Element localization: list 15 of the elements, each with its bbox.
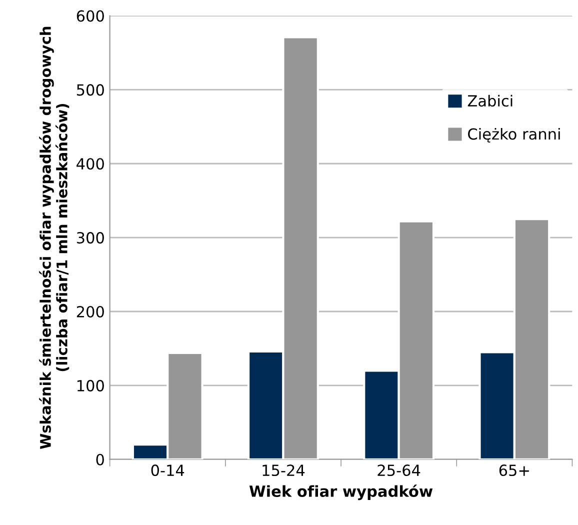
y-tick-label: 300 [76, 232, 104, 244]
x-tick-label: 25-64 [378, 464, 420, 476]
y-axis-title: Wskaźnik śmiertelności ofiar wypadków drogowych (liczba ofiar/1 mln mieszkańców) [39, 26, 70, 449]
x-axis-title: Wiek ofiar wypadków [249, 484, 433, 500]
legend-label: Ciężko ranni [468, 128, 560, 142]
x-tick-label: 0-14 [151, 464, 184, 476]
y-tick-label: 100 [77, 380, 104, 392]
y-tick-label: 400 [76, 158, 104, 170]
y-tick-label: 200 [76, 306, 104, 318]
x-tick-label: 65+ [499, 464, 529, 476]
y-tick-label: 0 [96, 454, 104, 466]
x-tick-label: 15-24 [262, 464, 305, 476]
y-tick-label: 600 [76, 10, 104, 22]
legend-label: Zabici [468, 94, 512, 107]
y-tick-label: 500 [76, 84, 104, 96]
